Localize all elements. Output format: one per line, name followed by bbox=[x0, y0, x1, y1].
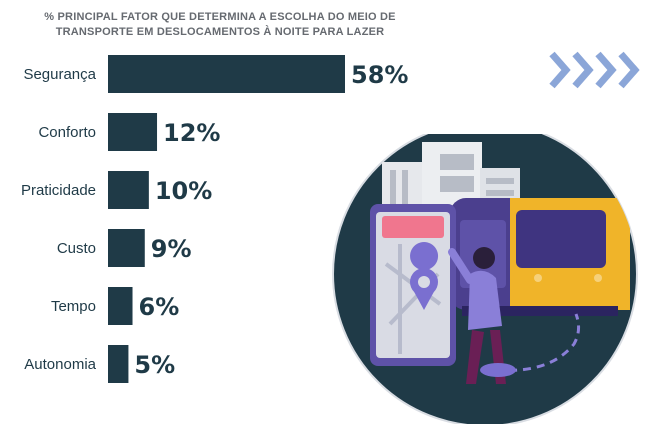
chart-title: % PRINCIPAL FATOR QUE DETERMINA A ESCOLH… bbox=[44, 11, 396, 38]
value-label: 9% bbox=[151, 235, 192, 263]
category-label: Segurança bbox=[23, 66, 96, 83]
city-bus-illustration bbox=[332, 134, 638, 424]
bar bbox=[108, 345, 129, 383]
category-label: Autonomia bbox=[24, 356, 96, 373]
chevrons-right-icon bbox=[549, 51, 640, 89]
bar bbox=[108, 287, 133, 325]
value-label: 10% bbox=[155, 177, 212, 205]
bar bbox=[108, 171, 149, 209]
bar bbox=[108, 55, 345, 93]
category-label: Praticidade bbox=[21, 182, 96, 199]
category-label: Custo bbox=[57, 240, 96, 257]
value-label: 12% bbox=[163, 119, 220, 147]
category-label: Tempo bbox=[51, 298, 96, 315]
value-label: 5% bbox=[134, 351, 175, 379]
category-label: Conforto bbox=[38, 124, 96, 141]
value-label: 6% bbox=[139, 293, 180, 321]
value-label: 58% bbox=[351, 61, 408, 89]
bar bbox=[108, 229, 145, 267]
bar bbox=[108, 113, 158, 151]
